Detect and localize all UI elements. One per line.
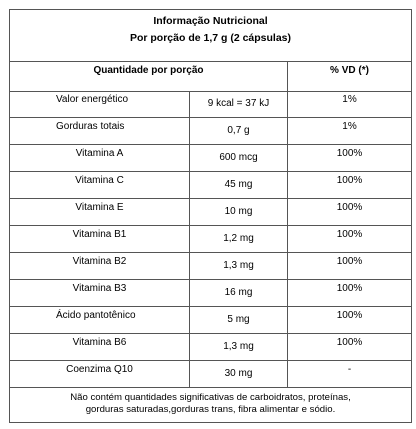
nutrient-name: Vitamina B1 (10, 226, 190, 252)
table-row: Vitamina B3 16 mg 100% (10, 280, 411, 307)
nutrient-name: Vitamina B3 (10, 280, 190, 306)
nutrient-name: Valor energético (10, 91, 190, 117)
table-body: Valor energético 9 kcal = 37 kJ 1% Gordu… (10, 91, 411, 388)
table-row: Coenzima Q10 30 mg - (10, 361, 411, 388)
footnote-line: Não contém quantidades significativas de… (70, 392, 351, 403)
table-row: Vitamina B2 1,3 mg 100% (10, 253, 411, 280)
nutrient-vd: 100% (336, 148, 363, 159)
nutrient-amount: 1,2 mg (190, 226, 288, 252)
nutrient-name: Vitamina A (10, 145, 190, 171)
nutrient-amount: 30 mg (190, 361, 288, 387)
serving-size: Por porção de 1,7 g (2 cápsulas) (129, 32, 292, 44)
table-row: Ácido pantotênico 5 mg 100% (10, 307, 411, 334)
nutrient-vd: 1% (342, 121, 357, 132)
nutrient-amount: 0,7 g (190, 118, 288, 144)
nutrient-vd: 100% (336, 256, 363, 267)
nutrient-vd: 100% (336, 175, 363, 186)
nutrient-vd: 100% (336, 202, 363, 213)
header-quantity: Quantidade por porção (10, 62, 288, 91)
table-row: Valor energético 9 kcal = 37 kJ 1% (10, 91, 411, 118)
nutrient-amount: 45 mg (190, 172, 288, 198)
nutrient-amount: 9 kcal = 37 kJ (190, 91, 288, 117)
nutrient-amount: 10 mg (190, 199, 288, 225)
nutrient-vd: 100% (336, 283, 363, 294)
nutrient-amount: 1,3 mg (190, 334, 288, 360)
nutrient-amount: 600 mcg (190, 145, 288, 171)
nutrient-name: Vitamina B6 (10, 334, 190, 360)
nutrient-amount: 1,3 mg (190, 253, 288, 279)
table-row: Vitamina B1 1,2 mg 100% (10, 226, 411, 253)
table-row: Vitamina A 600 mcg 100% (10, 145, 411, 172)
nutrient-amount: 5 mg (190, 307, 288, 333)
footnote-line: gorduras saturadas,gorduras trans, fibra… (85, 404, 336, 415)
nutrient-name: Ácido pantotênico (10, 307, 190, 333)
table-header: Quantidade por porção % VD (*) (10, 62, 411, 92)
table-title: Informação Nutricional Por porção de 1,7… (10, 10, 411, 62)
table-footnote: Não contém quantidades significativas de… (10, 388, 411, 422)
title-line: Informação Nutricional (153, 15, 268, 27)
nutrient-name: Vitamina B2 (10, 253, 190, 279)
nutrient-vd: - (347, 364, 352, 375)
table-row: Gorduras totais 0,7 g 1% (10, 118, 411, 145)
nutrient-name: Vitamina C (10, 172, 190, 198)
table-row: Vitamina B6 1,3 mg 100% (10, 334, 411, 361)
nutrient-vd: 100% (336, 229, 363, 240)
table-row: Vitamina E 10 mg 100% (10, 199, 411, 226)
nutrient-amount: 16 mg (190, 280, 288, 306)
nutrient-name: Coenzima Q10 (10, 361, 190, 387)
nutrition-table: Informação Nutricional Por porção de 1,7… (9, 9, 412, 423)
table-row: Vitamina C 45 mg 100% (10, 172, 411, 199)
nutrient-vd: 1% (342, 94, 357, 105)
nutrient-name: Gorduras totais (10, 118, 190, 144)
nutrient-vd: 100% (336, 310, 363, 321)
header-vd: % VD (*) (330, 65, 369, 76)
nutrient-name: Vitamina E (10, 199, 190, 225)
nutrient-vd: 100% (336, 337, 363, 348)
